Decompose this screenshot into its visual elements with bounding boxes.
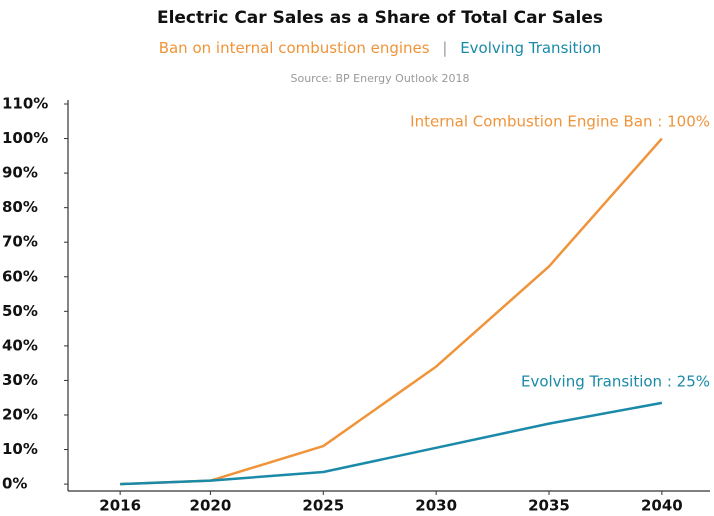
series-line [120,401,663,486]
annotation: Evolving Transition : 25% [521,373,710,391]
series-line [120,137,663,486]
y-tick-label: 70% [2,233,38,251]
annotation: Internal Combustion Engine Ban : 100% [410,113,710,131]
y-tick-label: 60% [2,267,38,285]
y-tick-label: 50% [2,302,38,320]
y-tick-label: 0% [2,475,27,493]
y-tick-label: 100% [2,129,48,147]
chart-title: Electric Car Sales as a Share of Total C… [157,8,603,28]
y-tick-label: 80% [2,198,38,216]
y-tick-label: 30% [2,371,38,389]
y-tick-label: 90% [2,164,38,182]
x-tick-label: 2020 [190,497,232,515]
y-tick-label: 20% [2,405,38,423]
x-tick-label: 2035 [528,497,570,515]
source: Source: BP Energy Outlook 2018 [291,72,470,85]
x-tick-label: 2030 [415,497,457,515]
legend-entry: Evolving Transition [460,39,601,57]
subtitle: Ban on internal combustion engines | Evo… [159,39,602,57]
y-tick-label: 40% [2,336,38,354]
y-tick-label: 10% [2,440,38,458]
separator: | [442,39,447,57]
x-tick-label: 2040 [641,497,683,515]
x-tick-label: 2025 [302,497,344,515]
x-tick-label: 2016 [99,497,141,515]
y-tick-label: 110% [2,95,48,113]
legend-entry: Ban on internal combustion engines [159,39,430,57]
